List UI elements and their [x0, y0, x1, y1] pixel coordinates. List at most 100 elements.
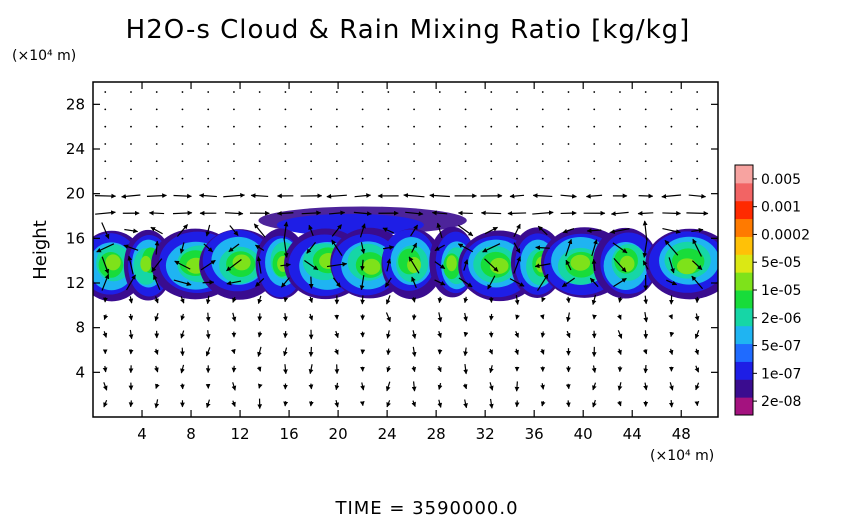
- wind-vector: [463, 296, 469, 304]
- wind-vector-dot: [413, 91, 415, 93]
- wind-vector: [223, 193, 246, 198]
- wind-vector: [155, 383, 160, 389]
- wind-vector: [489, 313, 494, 321]
- wind-vector-dot: [310, 91, 313, 93]
- wind-vector-dot: [284, 91, 287, 93]
- wind-vector: [482, 243, 501, 253]
- wind-vector-dot: [258, 177, 261, 180]
- wind-vector: [231, 348, 236, 355]
- wind-vector-dot: [593, 108, 596, 111]
- wind-vector-dot: [310, 160, 313, 163]
- wind-vector: [691, 275, 704, 290]
- wind-vector-dot: [335, 177, 338, 180]
- wind-vector: [282, 313, 288, 322]
- wind-vector: [566, 312, 571, 323]
- wind-vector-dot: [541, 125, 544, 128]
- wind-vector: [411, 242, 418, 253]
- wind-vector-dot: [413, 177, 415, 180]
- wind-vector: [386, 258, 392, 272]
- cloud-field: [93, 206, 718, 302]
- wind-vector: [102, 365, 108, 373]
- wind-vector-dot: [207, 143, 210, 145]
- wind-vector-dot: [155, 177, 158, 180]
- wind-vector: [127, 255, 134, 275]
- wind-vector-dot: [490, 177, 493, 180]
- wind-vector: [457, 224, 474, 237]
- wind-vector: [334, 330, 339, 339]
- wind-vector-dot: [567, 160, 570, 163]
- wind-vector: [172, 210, 193, 216]
- wind-vector-dot: [567, 91, 570, 93]
- wind-vector-dot: [670, 143, 673, 145]
- wind-vector: [385, 295, 391, 305]
- wind-vector-dot: [464, 108, 467, 111]
- wind-vector-dot: [413, 160, 415, 163]
- wind-vector: [480, 210, 502, 216]
- wind-vector: [101, 256, 110, 274]
- wind-vector: [103, 314, 109, 321]
- x-axis-unit: (×10⁴ m): [650, 448, 714, 464]
- wind-vector: [386, 400, 391, 408]
- wind-vector-dot: [670, 160, 673, 163]
- wind-vector: [176, 224, 189, 237]
- wind-vector-dot: [619, 91, 621, 93]
- wind-vector-dot: [593, 125, 596, 128]
- wind-vector-dot: [464, 177, 467, 180]
- wind-vector-dot: [258, 160, 261, 163]
- wind-vector: [353, 211, 372, 217]
- wind-vector: [283, 364, 288, 375]
- wind-vector: [592, 382, 597, 391]
- wind-vector-dot: [516, 160, 518, 163]
- wind-vector: [283, 297, 289, 303]
- wind-vector-dot: [335, 143, 338, 145]
- wind-vector: [128, 329, 134, 340]
- wind-vector: [429, 193, 450, 198]
- wind-vector: [173, 193, 192, 199]
- wind-vector: [205, 347, 211, 357]
- wind-vector: [360, 382, 365, 391]
- wind-vector: [540, 400, 546, 407]
- wind-vector-dot: [130, 91, 132, 93]
- wind-vector: [283, 347, 288, 357]
- wind-vector: [257, 383, 263, 389]
- wind-vector: [180, 330, 185, 339]
- wind-vector: [334, 382, 340, 391]
- wind-vector: [694, 401, 700, 407]
- wind-vector: [642, 238, 648, 258]
- wind-vector: [513, 242, 521, 254]
- wind-vector: [591, 239, 598, 257]
- wind-vector-dot: [516, 143, 518, 145]
- wind-vector-dot: [593, 91, 596, 93]
- wind-vector-dot: [361, 108, 364, 111]
- wind-vector: [411, 314, 417, 321]
- wind-vector: [308, 383, 314, 390]
- wind-vector: [226, 258, 242, 272]
- wind-vector-dot: [207, 125, 210, 128]
- wind-vector-dot: [155, 91, 158, 93]
- wind-vector: [301, 210, 322, 216]
- colorbar-label: 0.001: [761, 200, 801, 216]
- wind-vector: [280, 277, 290, 288]
- wind-vector: [437, 365, 442, 373]
- wind-vector-dot: [258, 108, 261, 111]
- wind-vector: [617, 382, 623, 391]
- wind-vector-dot: [104, 125, 107, 128]
- colorbar-label: 5e-07: [761, 339, 801, 355]
- wind-vector-dot: [387, 125, 390, 128]
- wind-vector: [617, 297, 623, 303]
- wind-vector: [283, 401, 289, 407]
- wind-vector: [360, 242, 366, 254]
- wind-vector: [458, 277, 473, 288]
- wind-vector: [382, 227, 394, 234]
- x-axis: 4 8 12 16 20 24 28 32 36 40 44 48: [137, 82, 691, 443]
- wind-vector: [384, 277, 392, 288]
- wind-vector-dot: [438, 108, 441, 111]
- wind-vector-dot: [696, 160, 699, 163]
- wind-vector-dot: [207, 177, 210, 180]
- wind-vector: [562, 227, 575, 234]
- wind-vector-dot: [541, 108, 544, 111]
- wind-vector: [610, 211, 629, 217]
- wind-vector-dot: [284, 143, 287, 145]
- wind-vector: [154, 240, 160, 255]
- colorbar-swatch: [735, 165, 753, 184]
